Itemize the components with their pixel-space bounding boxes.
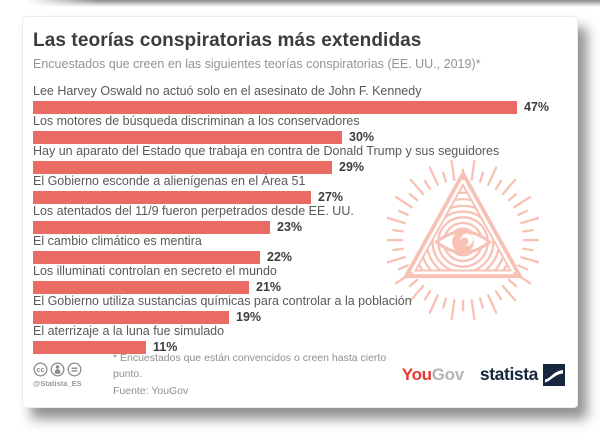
bar-line: 21% [33,281,577,294]
statista-logo: statista [479,363,565,386]
bar-row: Lee Harvey Oswald no actuó solo en el as… [33,84,577,114]
bar [33,191,311,204]
bar-line: 47% [33,101,577,114]
bar-label: El aterrizaje a la luna fue simulado [33,324,225,338]
bar-row: Los motores de búsqueda discriminan a lo… [33,114,577,144]
bar-line: 30% [33,131,577,144]
bar-label: Los motores de búsqueda discriminan a lo… [33,114,360,128]
bar-value: 11% [153,340,178,354]
watermark-rays [387,159,539,321]
svg-text:cc: cc [37,366,45,374]
bar-line: 29% [33,161,577,174]
bar-line: 19% [33,311,577,324]
bar-value: 19% [236,310,262,324]
statista-logo-icon [543,363,565,386]
bar [33,281,249,294]
bar-label: El Gobierno utiliza sustancias químicas … [33,294,412,308]
source-text: Fuente: YouGov [113,384,189,397]
cc-nd-icon [67,362,82,377]
bar-value: 30% [349,130,375,144]
bar-label: Los atentados del 11/9 fueron perpetrado… [33,204,354,218]
footnote-text: * Encuestados que están convencidos o cr… [113,352,387,381]
bar-value: 23% [277,220,303,234]
footnotes: * Encuestados que están convencidos o cr… [109,350,402,399]
bar-row: El aterrizaje a la luna fue simulado 11% [33,324,577,354]
cc-license-icons: cc [33,362,109,377]
cc-by-icon [50,362,65,377]
cc-icon: cc [33,362,48,377]
bar-row: Los illuminati controlan en secreto el m… [33,264,577,294]
bar-line: 27% [33,191,577,204]
yougov-logo-gov: Gov [431,364,464,384]
statista-logo-word: statista [479,364,538,385]
header: Las teorías conspiratorias más extendida… [23,17,577,71]
statista-handle: @Statista_ES [33,378,82,388]
bar-label: Lee Harvey Oswald no actuó solo en el as… [33,84,422,98]
bar [33,161,332,174]
infographic-card: Las teorías conspiratorias más extendida… [22,16,578,408]
bar [33,221,270,234]
brand-logos: YouGov statista [402,363,567,386]
bar-chart: Lee Harvey Oswald no actuó solo en el as… [33,84,577,354]
license-block: cc @Statista_ES [33,362,109,388]
yougov-logo: YouGov [402,365,464,385]
bar-row: El Gobierno esconde a alienígenas en el … [33,174,577,204]
bar-row: El cambio climático es mentira 22% [33,234,577,264]
illuminati-eye-pyramid-watermark [387,159,539,321]
page-title: Las teorías conspiratorias más extendida… [33,30,422,51]
yougov-logo-you: You [401,364,432,384]
bar-label: Los illuminati controlan en secreto el m… [33,264,277,278]
bar-row: El Gobierno utiliza sustancias químicas … [33,294,577,324]
bar [33,251,260,264]
bar-row: Hay un aparato del Estado que trabaja en… [33,144,577,174]
bar [33,101,517,114]
bar-line: 11% [33,341,577,354]
bar-line: 22% [33,251,577,264]
bar [33,341,146,354]
bar-value: 27% [318,190,344,204]
bar [33,131,342,144]
page-subtitle: Encuestados que creen en las siguientes … [33,57,481,71]
bar-label: Hay un aparato del Estado que trabaja en… [33,144,500,158]
bar-label: El Gobierno esconde a alienígenas en el … [33,174,306,188]
bar [33,311,229,324]
bar-value: 47% [524,100,550,114]
footer: cc @Statista_ES * Encuestado [33,350,567,399]
bar-label: El cambio climático es mentira [33,234,202,248]
bar-row: Los atentados del 11/9 fueron perpetrado… [33,204,577,234]
bar-value: 22% [267,250,293,264]
frame-top-shadow [26,0,600,7]
bar-line: 23% [33,221,577,234]
bar-value: 21% [256,280,282,294]
bar-value: 29% [339,160,365,174]
